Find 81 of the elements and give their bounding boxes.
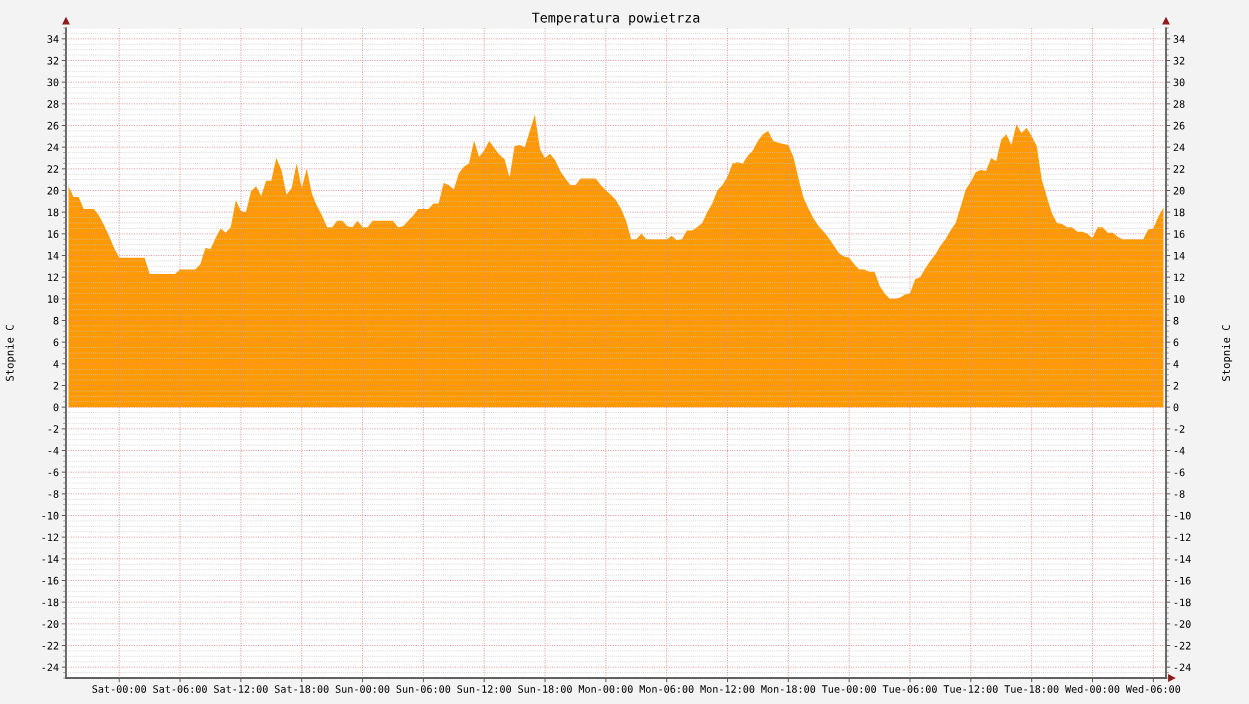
y-tick-label: -20: [42, 620, 59, 628]
y2-tick-label: -10: [1174, 511, 1191, 520]
y-tick-label: -4: [48, 446, 59, 455]
y2-tick-label: 28: [1173, 100, 1185, 108]
x-tick-label: Sun-00:00: [335, 685, 390, 693]
y2-tick-label: -20: [1174, 620, 1191, 628]
y-tick-label: 12: [48, 273, 59, 282]
y-tick-label: 14: [48, 251, 59, 260]
y2-tick-label: -4: [1174, 446, 1185, 455]
y2-tick-label: -2: [1174, 425, 1185, 433]
y-tick-label: 10: [48, 295, 59, 303]
y2-tick-label: -18: [1174, 598, 1191, 607]
y-tick-label: -22: [42, 641, 59, 650]
y2-tick-label: 26: [1173, 121, 1185, 130]
y2-tick-label: 32: [1173, 56, 1185, 65]
y-tick-label: -6: [48, 468, 59, 477]
y-tick-label: 34: [47, 35, 59, 43]
y-tick-label: 4: [53, 360, 59, 368]
y-tick-label: 6: [53, 338, 59, 347]
x-tick-label: Tue-18:00: [1004, 685, 1059, 693]
x-tick-label: Sat-12:00: [214, 685, 268, 693]
y-tick-label: 20: [47, 186, 59, 195]
y2-tick-label: 0: [1173, 403, 1179, 412]
y-tick-label: 22: [47, 165, 59, 173]
y2-tick-label: 14: [1174, 251, 1185, 260]
y-tick-label: 0: [53, 403, 59, 412]
x-tick-label: Sun-06:00: [396, 685, 451, 693]
y-tick-label: 30: [47, 78, 59, 87]
y-tick-label: -18: [42, 598, 59, 607]
x-tick-label: Mon-18:00: [761, 685, 816, 693]
y2-tick-label: 2: [1173, 381, 1179, 390]
y-axis-title: Stopnie C: [5, 325, 16, 381]
y-tick-label: -24: [42, 663, 59, 672]
y2-tick-label: 18: [1174, 208, 1185, 217]
y-tick-label: 8: [53, 316, 59, 325]
x-tick-label: Sat-18:00: [274, 685, 329, 693]
y2-tick-label: 4: [1173, 360, 1179, 368]
y-tick-label: -8: [48, 490, 59, 498]
x-tick-label: Mon-06:00: [639, 685, 694, 693]
x-tick-label: Wed-00:00: [1065, 685, 1120, 693]
y-tick-label: 2: [53, 381, 59, 390]
y2-axis-title: Stopnie C: [1221, 325, 1233, 381]
x-tick-label: Sat-00:00: [92, 685, 147, 693]
x-tick-label: Tue-12:00: [943, 685, 998, 693]
y2-tick-label: 22: [1173, 165, 1185, 173]
y-tick-label: -10: [42, 511, 59, 520]
x-tick-label: Tue-06:00: [882, 685, 937, 693]
y2-tick-label: -12: [1174, 533, 1191, 542]
x-tick-label: Sun-12:00: [457, 685, 512, 693]
y-tick-label: -16: [42, 576, 59, 585]
y-tick-label: 26: [47, 121, 59, 130]
y-tick-label: -14: [42, 555, 59, 563]
y-tick-label: -12: [42, 533, 59, 542]
chart-title: Temperatura powietrza: [532, 12, 700, 26]
y-tick-label: 28: [47, 100, 59, 108]
y2-tick-label: -6: [1174, 468, 1185, 477]
x-tick-label: Sat-06:00: [153, 685, 207, 693]
y2-tick-label: 6: [1173, 338, 1179, 347]
y2-tick-label: -22: [1174, 641, 1191, 650]
y2-tick-label: 24: [1173, 143, 1185, 152]
y2-tick-label: 16: [1174, 230, 1185, 238]
y2-tick-label: 12: [1174, 273, 1185, 282]
x-tick-label: Mon-00:00: [578, 685, 633, 693]
y2-tick-label: 34: [1173, 35, 1185, 43]
y2-tick-label: 8: [1173, 316, 1179, 325]
y2-tick-label: 30: [1173, 78, 1185, 87]
y2-tick-label: 10: [1174, 295, 1185, 303]
y-tick-label: 24: [47, 143, 59, 152]
y2-tick-label: 20: [1173, 186, 1185, 195]
y2-tick-label: -14: [1174, 555, 1191, 563]
x-tick-label: Sun-18:00: [518, 685, 572, 693]
y-tick-label: 32: [47, 56, 59, 65]
y-tick-label: -2: [48, 425, 59, 433]
y-tick-label: 18: [48, 208, 59, 217]
y2-tick-label: -16: [1174, 576, 1191, 585]
x-tick-label: Mon-12:00: [700, 685, 755, 693]
y2-tick-label: -24: [1174, 663, 1191, 672]
y2-tick-label: -8: [1174, 490, 1185, 498]
x-tick-label: Wed-06:00: [1125, 685, 1181, 693]
y-tick-label: 16: [48, 230, 59, 238]
x-tick-label: Tue-00:00: [821, 685, 876, 693]
